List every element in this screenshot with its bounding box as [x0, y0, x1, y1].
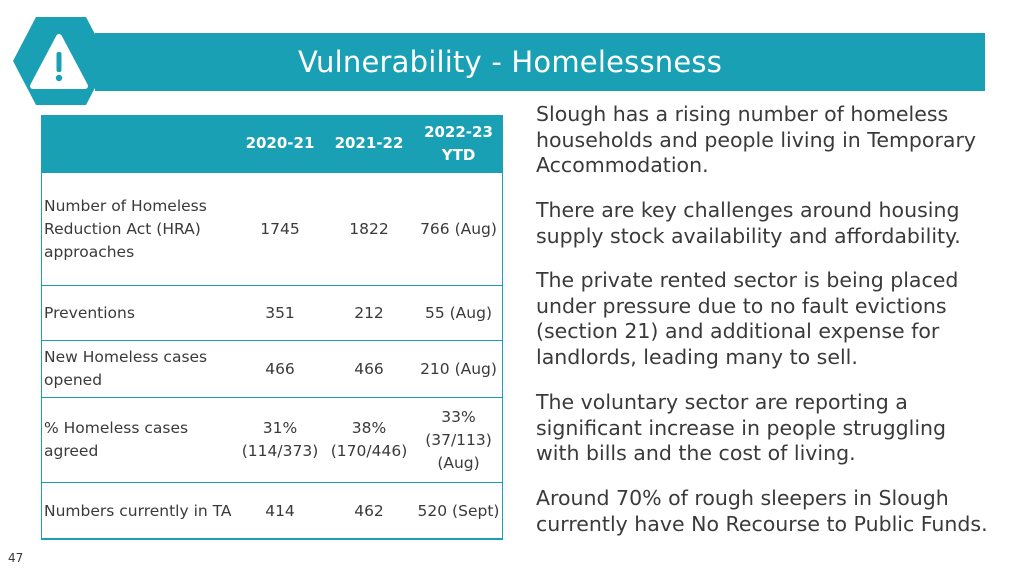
homelessness-table: 2020-21 2021-22 2022-23 YTD Number of Ho… — [41, 115, 503, 540]
row-label: % Homeless cases agreed — [41, 397, 236, 483]
table-row: % Homeless cases agreed 31% (114/373) 38… — [41, 397, 503, 483]
cell-value: 210 (Aug) — [414, 340, 503, 398]
cell-value: 38% (170/446) — [324, 397, 414, 483]
row-label: New Homeless cases opened — [41, 340, 236, 398]
header-2020-21: 2020-21 — [236, 115, 324, 173]
paragraph-voluntary-sector: The voluntary sector are reporting a sig… — [536, 390, 947, 465]
page-number: 47 — [8, 551, 24, 565]
table-row: New Homeless cases opened 466 466 210 (A… — [41, 340, 503, 398]
cell-value: 462 — [324, 482, 414, 540]
cell-value: 212 — [324, 285, 414, 341]
table-row: Preventions 351 212 55 (Aug) — [41, 285, 503, 341]
paragraph-rising-homelessness: Slough has a rising number of homeless h… — [536, 102, 977, 177]
paragraph-housing-supply: There are key challenges around housing … — [536, 198, 961, 248]
table-row: Number of Homeless Reduction Act (HRA) a… — [41, 172, 503, 286]
cell-value: 55 (Aug) — [414, 285, 503, 341]
cell-value: 1745 — [236, 172, 324, 286]
cell-value: 1822 — [324, 172, 414, 286]
header-label-cell — [41, 115, 236, 173]
cell-value: 466 — [236, 340, 324, 398]
cell-value: 520 (Sept) — [414, 482, 503, 540]
cell-value: 31% (114/373) — [236, 397, 324, 483]
warning-icon — [13, 17, 109, 105]
warning-badge — [11, 16, 111, 106]
slide-title: Vulnerability - Homelessness — [297, 45, 723, 79]
cell-value: 466 — [324, 340, 414, 398]
cell-value: 351 — [236, 285, 324, 341]
row-label: Numbers currently in TA — [41, 482, 236, 540]
cell-value: 766 (Aug) — [414, 172, 503, 286]
header-2022-23-ytd: 2022-23 YTD — [414, 115, 503, 173]
cell-value: 33% (37/113) (Aug) — [414, 397, 503, 483]
paragraph-private-rented-sector: The private rented sector is being place… — [536, 268, 959, 369]
table-row: Numbers currently in TA 414 462 520 (Sep… — [41, 482, 503, 540]
row-label: Preventions — [41, 285, 236, 341]
cell-value: 414 — [236, 482, 324, 540]
paragraph-rough-sleepers: Around 70% of rough sleepers in Slough c… — [536, 486, 988, 536]
table-header-row: 2020-21 2021-22 2022-23 YTD — [41, 115, 503, 173]
title-banner — [95, 33, 985, 91]
row-label: Number of Homeless Reduction Act (HRA) a… — [41, 172, 236, 286]
header-2021-22: 2021-22 — [324, 115, 414, 173]
